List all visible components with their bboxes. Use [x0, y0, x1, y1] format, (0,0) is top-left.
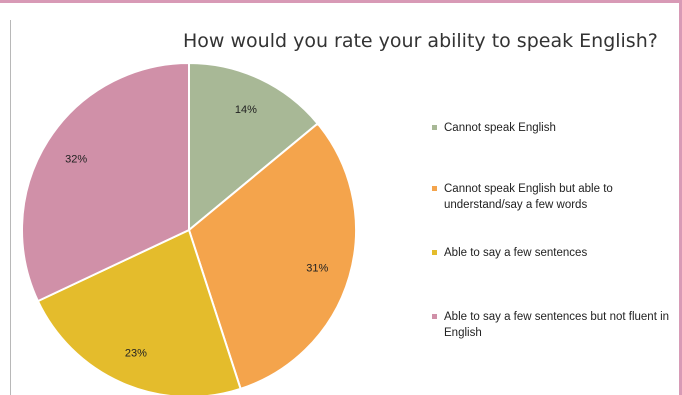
frame-top-border	[0, 0, 682, 3]
legend-item-2: Cannot speak English but able to underst…	[432, 181, 677, 213]
pie-label-1: 14%	[235, 104, 257, 116]
legend-swatch-4	[432, 314, 437, 319]
legend-item-3: Able to say a few sentences	[432, 245, 682, 261]
chart-title: How would you rate your ability to speak…	[183, 30, 658, 52]
legend-label-3: Able to say a few sentences	[444, 247, 588, 259]
pie-labels: 14% 31% 23% 32%	[65, 104, 328, 359]
legend-label-1: Cannot speak English	[444, 122, 556, 134]
legend-swatch-3	[432, 250, 437, 255]
pie-label-3: 23%	[125, 348, 147, 360]
pie-slices	[21, 61, 357, 395]
pie-slice-2	[187, 122, 357, 391]
legend-swatch-1	[432, 125, 437, 130]
legend-label-2: Cannot speak English but able to underst…	[444, 183, 613, 211]
frame-left-border	[10, 20, 11, 395]
pie-slice-4	[21, 61, 190, 303]
legend-swatch-2	[432, 186, 437, 191]
legend-item-4: Able to say a few sentences but not flue…	[432, 309, 677, 341]
legend-item-1: Cannot speak English	[432, 120, 682, 136]
pie-slice-1	[188, 61, 320, 233]
pie-label-2: 31%	[306, 262, 328, 274]
legend-label-4: Able to say a few sentences but not flue…	[444, 311, 670, 339]
frame-right-border	[679, 0, 682, 395]
pie-label-4: 32%	[65, 153, 87, 165]
